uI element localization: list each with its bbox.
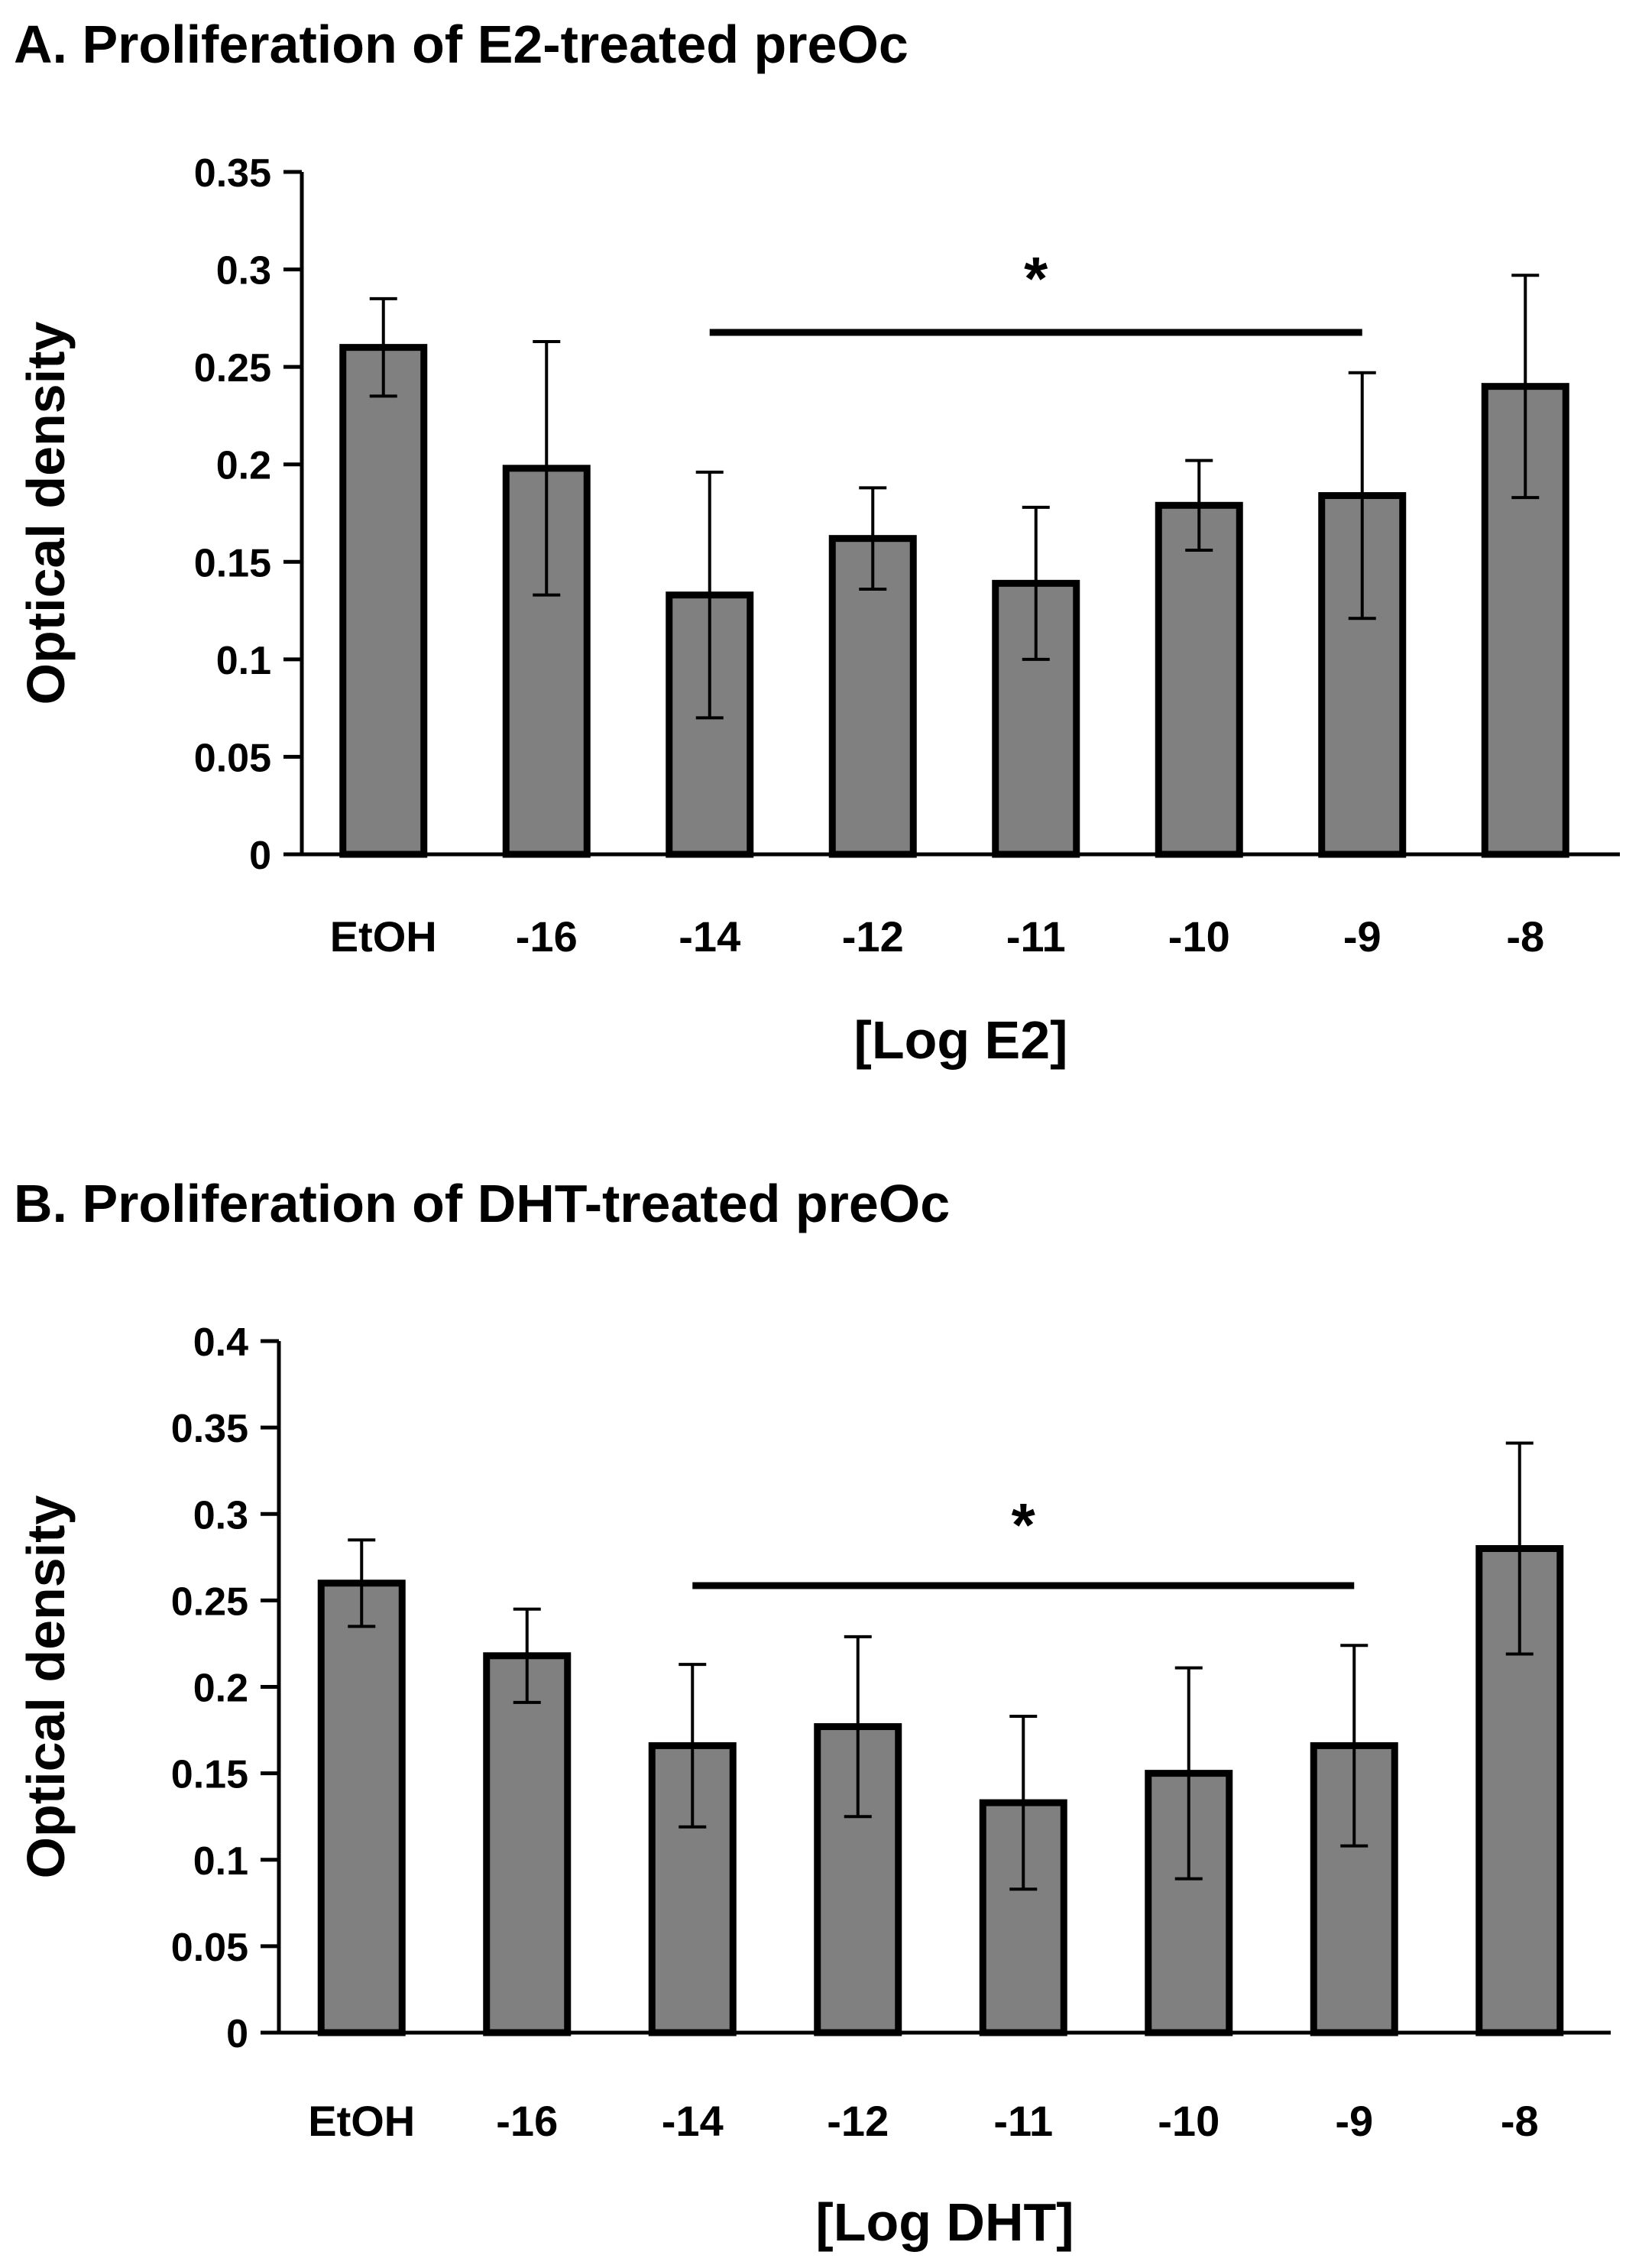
chart-b-ytick-label: 0.25 [171,1580,248,1624]
chart-b-xtick-label: -16 [496,2097,558,2145]
chart-b: 0 0.05 0.1 0.15 0.2 0.25 0.3 0.35 0.4 EtOH -16 -14 -… [16,1320,1611,2252]
chart-a-x-axis-label: [Log E2] [854,1010,1068,1070]
chart-b-xtick-label: -8 [1501,2097,1539,2145]
chart-b-y-axis-label: Optical density [16,1495,76,1879]
chart-a-ytick-label: 0.25 [194,346,271,390]
chart-a-title: A. Proliferation of E2-treated preOc [14,15,909,74]
chart-b-xtick-label: -10 [1158,2097,1220,2145]
panel-a: 0 0.05 0.1 0.15 0.2 0.25 0.3 0.35 EtOH -16 -14 -12 -… [0,0,1626,1129]
chart-a-xtick-label: -12 [842,912,904,961]
chart-a-bar [1155,501,1243,858]
chart-b-bar [483,1652,572,2036]
chart-b-ytick-label: 0.2 [193,1667,248,1711]
chart-b-xtick-label: EtOH [308,2097,415,2145]
chart-b-ytick-label: 0.4 [193,1320,248,1365]
chart-a-xtick-label: -14 [679,912,740,961]
chart-b-significance-star: * [1012,1491,1036,1559]
chart-b-xtick-label: -14 [662,2097,724,2145]
chart-a-ytick-label: 0.3 [216,249,271,293]
chart-a-xtick-label: EtOH [330,912,437,961]
chart-a-significance-star: * [1024,245,1048,313]
chart-a-xtick-label: -8 [1506,912,1544,961]
chart-b-xtick-label: -11 [993,2097,1053,2145]
chart-a-ytick-label: 0 [249,834,271,878]
chart-a-ytick-label: 0.15 [194,541,271,585]
chart-a: 0 0.05 0.1 0.15 0.2 0.25 0.3 0.35 EtOH -16 -14 -12 -… [16,151,1620,1070]
chart-b-ytick-label: 0 [226,2012,248,2056]
chart-b-ytick-label: 0.05 [171,1926,248,1970]
chart-b-ytick-label: 0.35 [171,1407,248,1451]
chart-b-xtick-label: -9 [1335,2097,1373,2145]
chart-a-ytick-label: 0.2 [216,444,271,488]
chart-b-ytick-label: 0.3 [193,1493,248,1537]
chart-b-title: B. Proliferation of DHT-treated preOc [14,1174,951,1233]
chart-b-bar [317,1580,406,2036]
chart-a-xtick-label: -11 [1006,912,1066,961]
panel-b: 0 0.05 0.1 0.15 0.2 0.25 0.3 0.35 0.4 EtOH -16 -14 -… [0,1139,1626,2268]
chart-b-ytick-label: 0.1 [193,1839,248,1884]
chart-a-bar [339,344,428,858]
chart-b-ytick-label: 0.15 [171,1753,248,1797]
chart-a-ytick-label: 0.35 [194,151,271,196]
chart-a-xtick-label: -10 [1168,912,1230,961]
chart-a-xtick-label: -9 [1343,912,1381,961]
chart-b-xtick-label: -12 [827,2097,889,2145]
chart-b-x-axis-label: [Log DHT] [815,2192,1074,2252]
chart-a-ytick-label: 0.05 [194,736,271,780]
chart-a-ytick-label: 0.1 [216,639,271,683]
chart-a-xtick-label: -16 [516,912,578,961]
chart-a-y-axis-label: Optical density [16,322,76,705]
